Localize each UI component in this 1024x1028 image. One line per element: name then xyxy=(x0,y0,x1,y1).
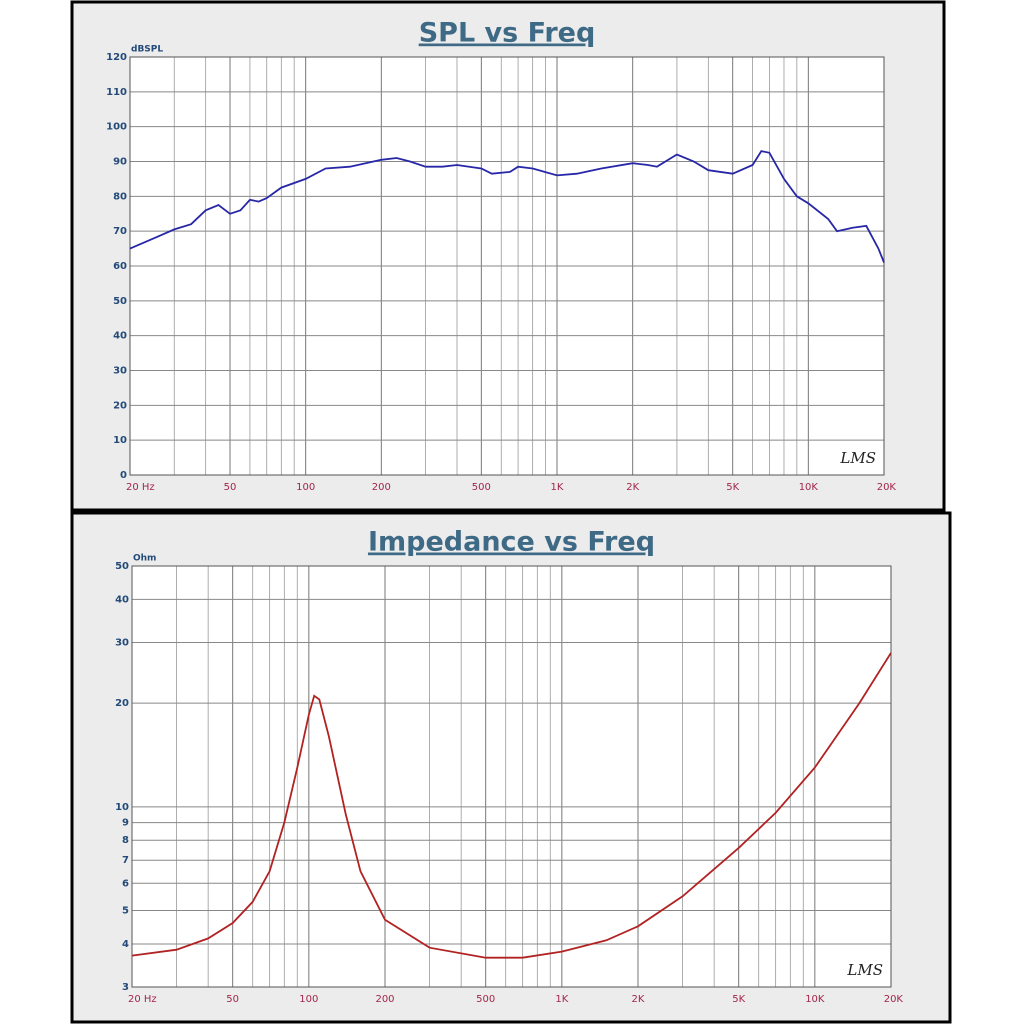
x-tick-label: 1K xyxy=(551,482,564,493)
y-tick-label: 100 xyxy=(106,122,127,133)
y-tick-label: 120 xyxy=(106,52,127,63)
watermark: LMS xyxy=(839,449,876,467)
x-tick-label: 50 xyxy=(224,482,237,493)
x-tick-label: 200 xyxy=(375,994,394,1005)
y-tick-label: 110 xyxy=(106,87,127,98)
y-tick-label: 3 xyxy=(122,982,129,993)
plot-area xyxy=(131,565,892,988)
x-tick-label: 5K xyxy=(732,994,745,1005)
chart-title: SPL vs Freq xyxy=(419,18,596,49)
x-tick-label: 5K xyxy=(726,482,739,493)
x-tick-label: 10K xyxy=(805,994,825,1005)
y-tick-label: 40 xyxy=(113,331,127,342)
x-tick-label: 500 xyxy=(476,994,495,1005)
plot-frame xyxy=(129,56,885,476)
y-axis-label: dBSPL xyxy=(131,45,163,55)
y-tick-label: 80 xyxy=(113,191,127,202)
y-tick-label: 5 xyxy=(122,906,129,917)
x-tick-label: 20K xyxy=(884,994,904,1005)
x-tick-label: 1K xyxy=(555,994,568,1005)
y-tick-label: 8 xyxy=(122,835,129,846)
y-tick-label: 9 xyxy=(122,818,129,829)
x-tick-label: 10K xyxy=(799,482,819,493)
y-tick-label: 40 xyxy=(115,594,129,605)
y-tick-label: 6 xyxy=(122,878,129,889)
watermark: LMS xyxy=(846,961,883,979)
plot-frame xyxy=(131,565,892,988)
y-tick-label: 60 xyxy=(113,261,127,272)
x-tick-label: 500 xyxy=(472,482,491,493)
y-tick-label: 4 xyxy=(122,939,129,950)
x-tick-label: 200 xyxy=(372,482,391,493)
y-tick-label: 20 xyxy=(113,400,127,411)
x-tick-label: 100 xyxy=(299,994,318,1005)
x-tick-label: 50 xyxy=(226,994,239,1005)
y-tick-label: 70 xyxy=(113,226,127,237)
x-tick-label: 2K xyxy=(626,482,639,493)
chart-title: Impedance vs Freq xyxy=(368,527,655,558)
x-tick-label: 20 Hz xyxy=(128,994,157,1005)
data-line xyxy=(129,150,885,263)
y-tick-label: 10 xyxy=(113,435,127,446)
y-axis-label: Ohm xyxy=(133,554,156,564)
y-tick-label: 10 xyxy=(115,802,129,813)
y-tick-label: 90 xyxy=(113,157,127,168)
x-tick-label: 100 xyxy=(296,482,315,493)
x-tick-label: 2K xyxy=(632,994,645,1005)
y-tick-label: 50 xyxy=(113,296,127,307)
x-tick-label: 20 Hz xyxy=(126,482,155,493)
y-tick-label: 30 xyxy=(115,637,129,648)
y-tick-label: 7 xyxy=(122,855,129,866)
y-tick-label: 0 xyxy=(120,470,127,481)
y-tick-label: 50 xyxy=(115,561,129,572)
y-tick-label: 20 xyxy=(115,698,129,709)
y-tick-label: 30 xyxy=(113,366,127,377)
x-tick-label: 20K xyxy=(877,482,897,493)
data-line xyxy=(131,652,892,959)
